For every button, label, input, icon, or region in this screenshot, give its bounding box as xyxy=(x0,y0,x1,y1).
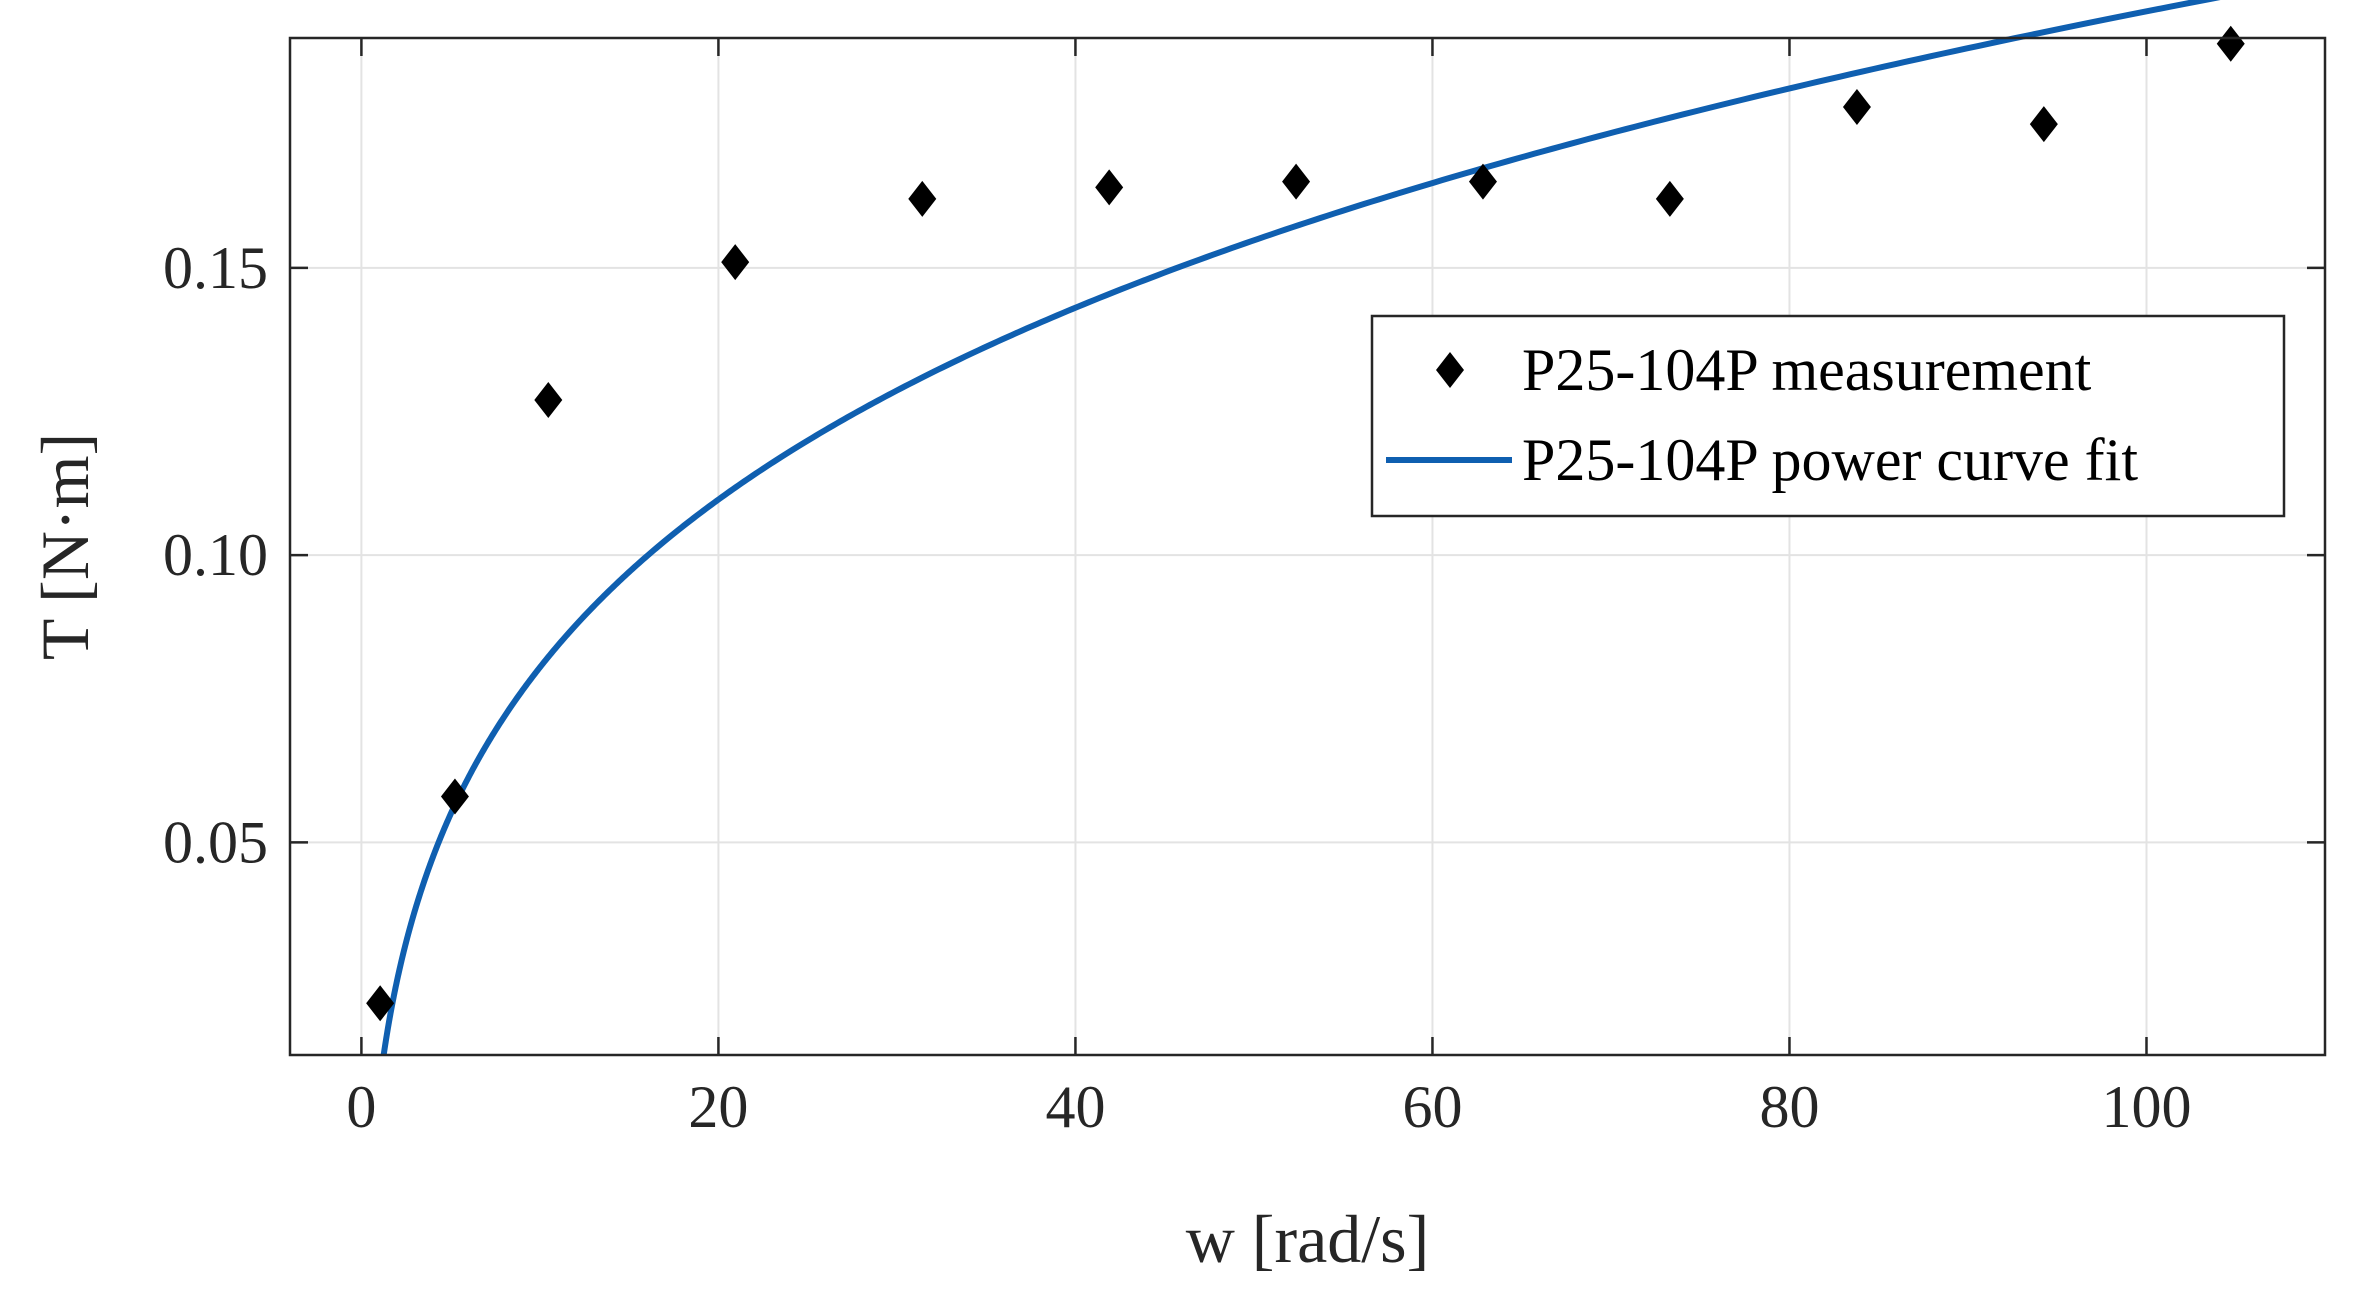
measurement-point xyxy=(908,180,937,217)
measurement-point xyxy=(1282,163,1311,200)
x-tick-label: 20 xyxy=(688,1074,748,1140)
x-axis-label: w [rad/s] xyxy=(1186,1201,1430,1277)
fit-curve-line xyxy=(380,0,2221,1057)
measurement-point xyxy=(721,244,750,281)
legend-box xyxy=(1370,314,2286,518)
y-tick-label: 0.15 xyxy=(163,235,268,301)
measurement-point xyxy=(1095,169,1124,206)
legend-label-fit: P25-104P power curve fit xyxy=(1522,427,2138,493)
measurement-point xyxy=(534,381,563,418)
y-tick-label: 0.10 xyxy=(163,522,268,588)
measurement-point xyxy=(2029,106,2058,143)
measurement-point xyxy=(440,778,469,815)
x-tick-label: 80 xyxy=(1759,1074,1819,1140)
measurement-markers xyxy=(366,25,2245,1022)
axis-ticks xyxy=(290,38,2325,1055)
fit-curve-group xyxy=(380,0,2221,1057)
measurement-point xyxy=(1655,180,1684,217)
legend: P25-104P measurement P25-104P power curv… xyxy=(1370,314,2286,518)
legend-diamond-marker-icon xyxy=(1436,352,1464,388)
tick-labels: 0 20 40 60 80 100 0.05 0.10 0.15 xyxy=(163,235,2191,1140)
y-tick-label: 0.05 xyxy=(163,809,268,875)
measurement-point xyxy=(2216,25,2245,62)
x-tick-label: 60 xyxy=(1402,1074,1462,1140)
grid xyxy=(290,38,2325,1055)
measurement-point xyxy=(1468,163,1497,200)
legend-label-measurement: P25-104P measurement xyxy=(1522,337,2092,403)
x-tick-label: 100 xyxy=(2101,1074,2191,1140)
x-tick-label: 0 xyxy=(346,1074,376,1140)
x-tick-label: 40 xyxy=(1045,1074,1105,1140)
measurement-point xyxy=(366,985,395,1022)
y-axis-label: T [N·m] xyxy=(27,433,103,660)
plot-frame xyxy=(288,36,2327,1057)
measurement-point xyxy=(1842,88,1871,125)
